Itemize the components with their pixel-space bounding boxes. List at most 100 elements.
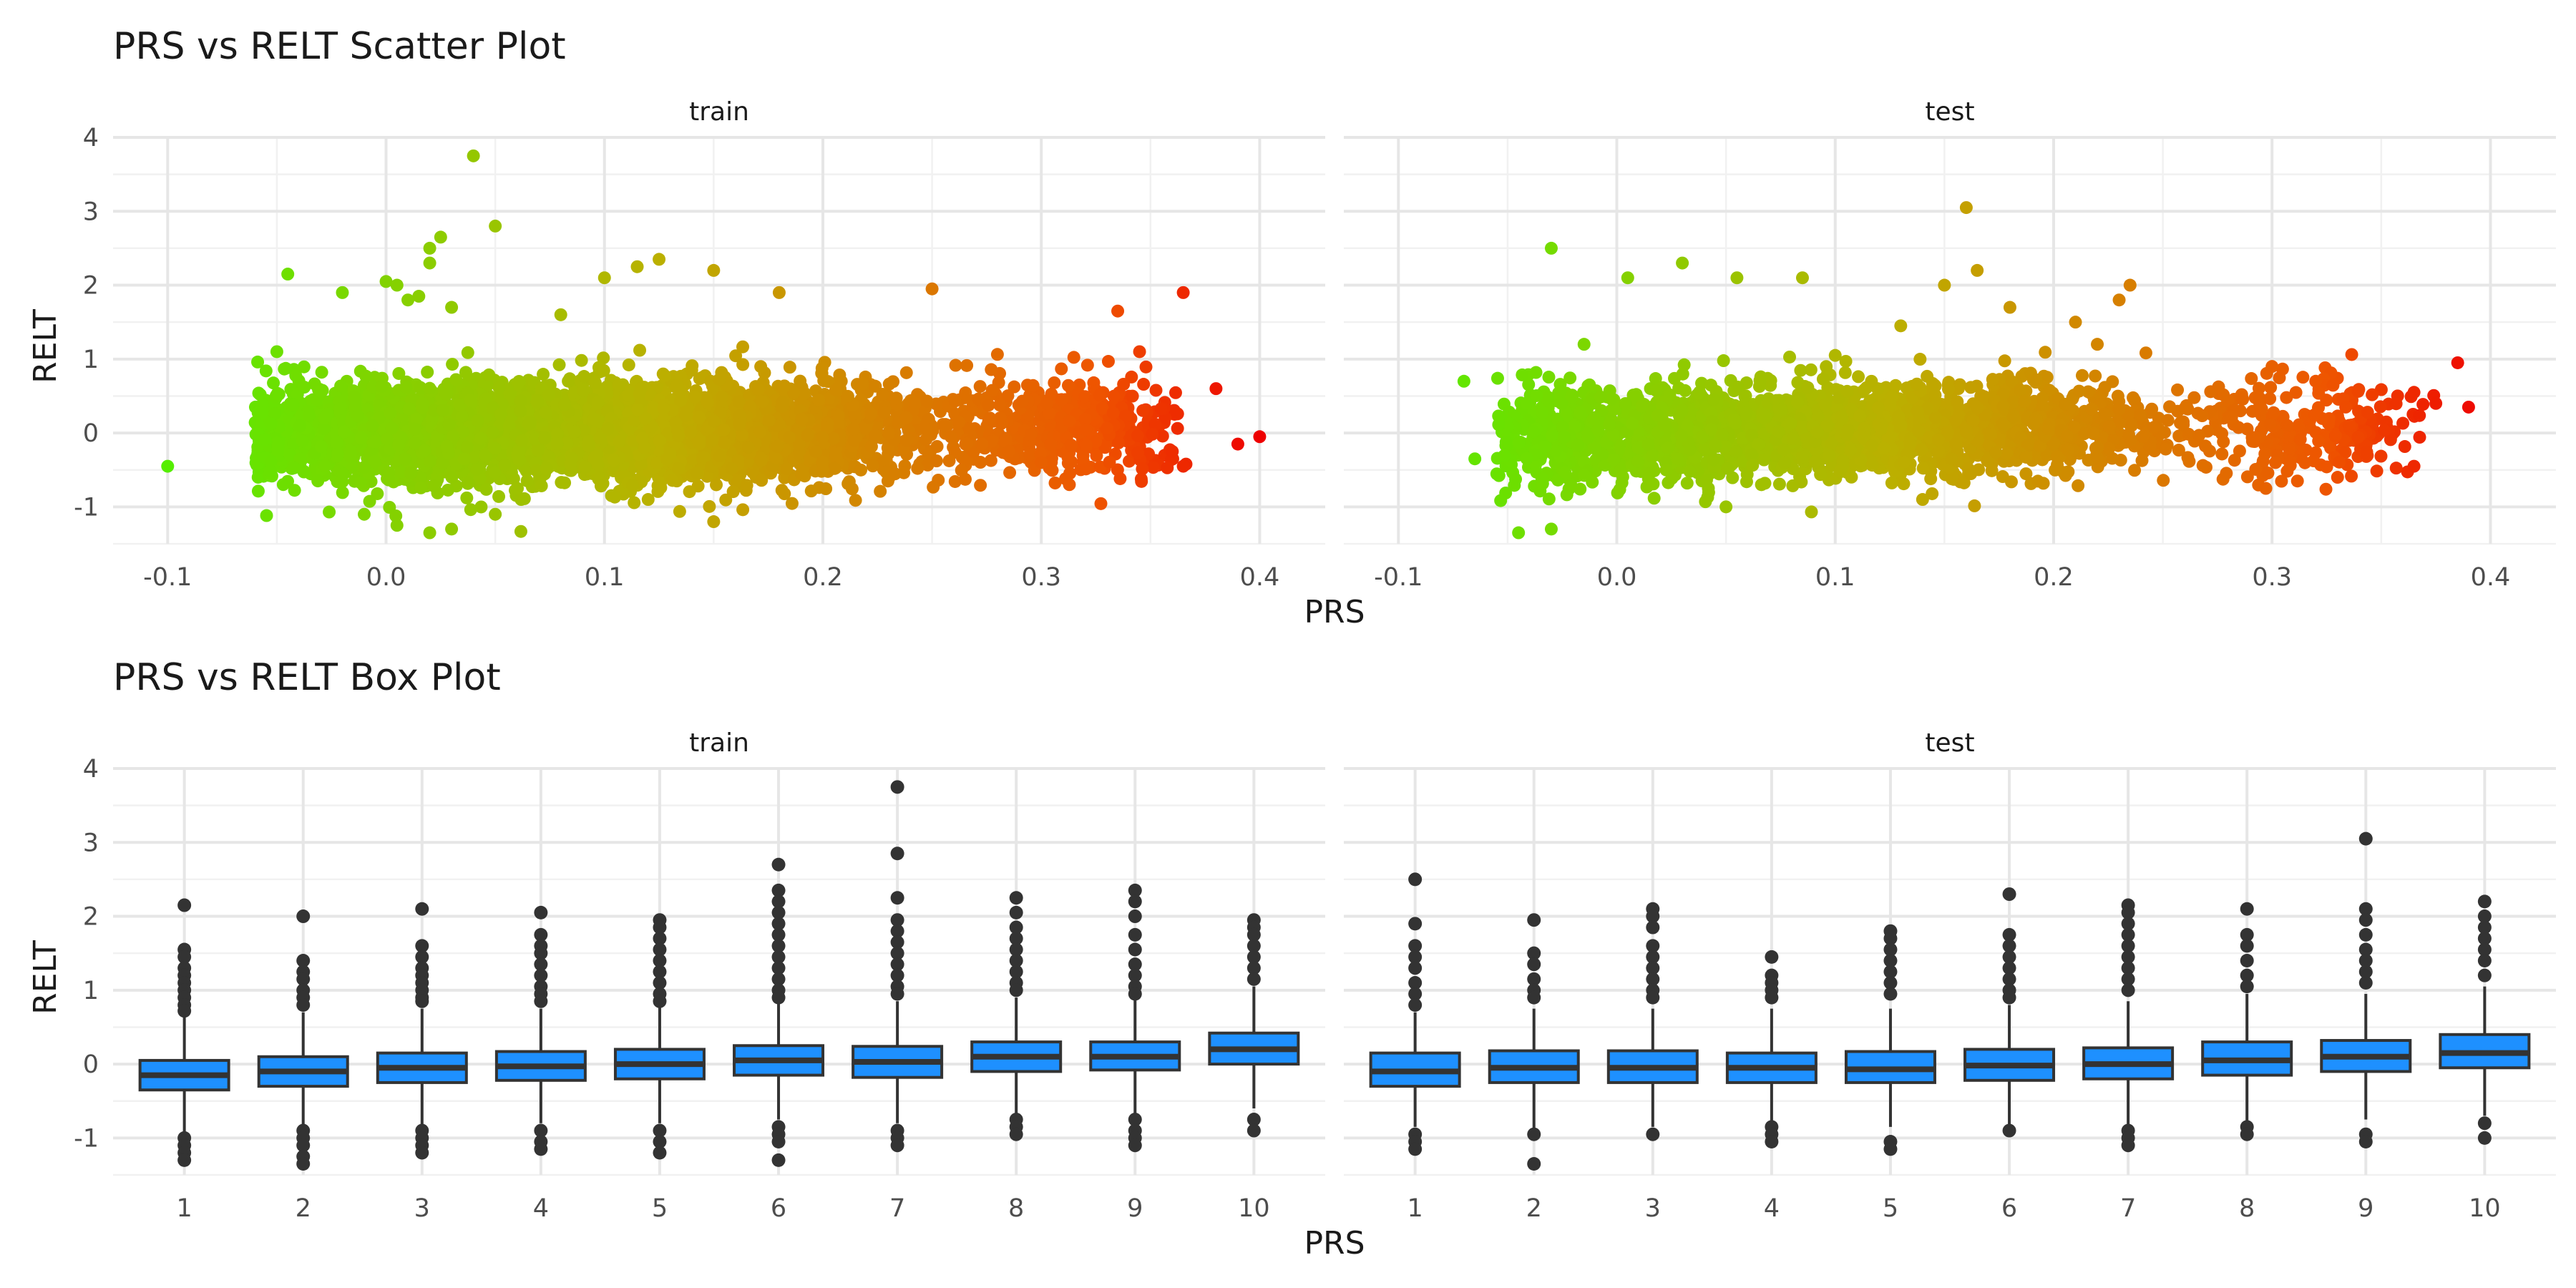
scatter-cloud-point: [775, 400, 789, 414]
scatter-cloud-point: [440, 439, 454, 453]
scatter-cloud-point: [442, 418, 456, 431]
scatter-cloud-point: [713, 449, 726, 463]
scatter-cloud-point: [540, 462, 553, 475]
scatter-cloud-point: [673, 383, 686, 396]
scatter-cloud-point: [588, 376, 602, 390]
scatter-cloud-point: [489, 441, 502, 455]
scatter-cloud-point: [1080, 358, 1094, 372]
scatter-cloud-point: [622, 358, 635, 371]
scatter-cloud-point: [357, 461, 371, 474]
scatter-cloud-point: [288, 484, 301, 497]
scatter-cloud-point: [828, 462, 841, 475]
scatter-cloud-point: [575, 353, 588, 367]
scatter-cloud-point: [494, 407, 507, 421]
scatter-cloud-point: [607, 454, 620, 467]
scatter-cloud-point: [1063, 414, 1076, 428]
scatter-cloud-point: [829, 384, 842, 397]
scatter-cloud-point: [1101, 355, 1115, 369]
scatter-cloud-point: [591, 458, 605, 472]
scatter-cloud-point: [710, 478, 723, 492]
scatter-cloud-point: [514, 525, 527, 538]
scatter-cloud-point: [653, 434, 666, 447]
scatter-cloud-point: [633, 343, 647, 357]
scatter-cloud-point: [439, 388, 453, 401]
scatter-cloud-point: [613, 434, 626, 448]
scatter-cloud-point: [323, 505, 336, 519]
scatter-cloud-point: [565, 452, 579, 465]
scatter-cloud-point: [736, 503, 750, 517]
scatter-cloud-point: [889, 391, 903, 405]
scatter-cloud-point: [1063, 478, 1076, 492]
scatter-cloud-point: [271, 443, 285, 457]
scatter-cloud-point: [753, 425, 767, 439]
scatter-cloud-point: [286, 399, 299, 412]
scatter-cloud-point: [657, 401, 670, 415]
scatter-cloud-point: [568, 425, 582, 439]
scatter-cloud-point: [982, 399, 995, 412]
scatter-cloud-point: [985, 363, 998, 376]
scatter-cloud-point: [718, 436, 731, 449]
scatter-cloud-point: [1024, 428, 1038, 441]
scatter-cloud-point: [259, 364, 273, 378]
scatter-cloud-point: [911, 462, 924, 475]
scatter-cloud-point: [470, 463, 484, 477]
scatter-cloud-point: [866, 459, 879, 473]
scatter-cloud-point: [816, 431, 829, 444]
scatter-cloud-point: [474, 500, 488, 514]
scatter-cloud-point: [841, 389, 854, 403]
scatter-cloud-point: [555, 476, 568, 489]
scatter-cloud-point: [1055, 393, 1068, 406]
scatter-cloud-point: [736, 340, 750, 353]
scatter-cloud-point: [423, 381, 436, 395]
scatter-cloud-point: [628, 414, 641, 427]
scatter-point-cloud: [248, 340, 2441, 538]
scatter-cloud-point: [847, 422, 861, 436]
scatter-cloud-point: [974, 479, 987, 492]
scatter-cloud-point: [888, 467, 902, 481]
scatter-cloud-point: [701, 396, 715, 409]
scatter-cloud-point: [1015, 394, 1029, 408]
scatter-cloud-point: [719, 493, 733, 507]
scatter-cloud-point: [421, 366, 434, 379]
scatter-cloud-point: [665, 474, 679, 487]
scatter-cloud-point: [829, 449, 842, 462]
scatter-cloud-point: [683, 485, 696, 499]
scatter-cloud-point: [314, 384, 328, 398]
scatter-cloud-point: [464, 503, 477, 517]
scatter-cloud-point: [336, 467, 350, 481]
scatter-cloud-point: [542, 388, 556, 401]
scatter-cloud-point: [597, 351, 610, 365]
scatter-cloud-point: [1156, 429, 1169, 443]
scatter-cloud-point: [638, 441, 651, 454]
scatter-cloud-point: [428, 479, 441, 493]
scatter-cloud-point: [1171, 421, 1184, 435]
scatter-cloud-point: [960, 358, 974, 372]
scatter-cloud-point: [703, 499, 716, 513]
scatter-cloud-point: [690, 466, 703, 479]
scatter-cloud-point: [423, 454, 436, 468]
scatter-cloud-point: [279, 361, 293, 375]
scatter-cloud-point: [693, 411, 706, 424]
scatter-cloud-point: [930, 439, 944, 453]
scatter-cloud-point: [762, 414, 776, 427]
scatter-cloud-point: [1040, 397, 1054, 411]
scatter-cloud-point: [864, 440, 878, 454]
scatter-cloud-point: [1079, 462, 1093, 476]
scatter-cloud-point: [363, 494, 376, 508]
scatter-cloud-point: [359, 369, 373, 383]
scatter-cloud-point: [338, 425, 351, 439]
scatter-cloud-point: [633, 387, 646, 401]
scatter-cloud-point: [1094, 497, 1108, 510]
scatter-cloud-point: [685, 364, 698, 377]
scatter-cloud-point: [461, 346, 474, 359]
scatter-cloud-point: [523, 415, 537, 429]
scatter-cloud-point: [717, 423, 731, 436]
scatter-cloud-point: [1063, 467, 1077, 480]
scatter-cloud-point: [809, 445, 823, 459]
scatter-cloud-point: [755, 474, 769, 487]
scatter-cloud-point: [1136, 462, 1149, 476]
scatter-cloud-point: [375, 380, 389, 394]
scatter-cloud-point: [927, 480, 940, 494]
scatter-cloud-point: [382, 466, 396, 479]
scatter-cloud-point: [460, 491, 474, 504]
